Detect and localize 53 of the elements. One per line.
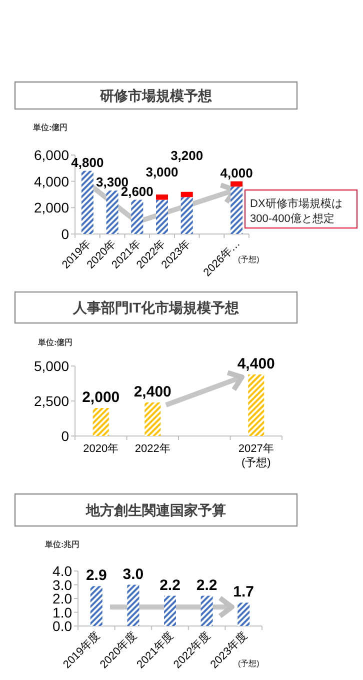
chart-title: 地方創生関連国家予算: [85, 502, 226, 518]
bar: [92, 408, 109, 436]
x-tick-label: 2022年: [134, 443, 170, 455]
y-tick-label: 2.0: [52, 590, 72, 607]
total-label: 3,200: [170, 148, 204, 163]
y-tick-label: 5,000: [34, 358, 70, 374]
bar: [144, 402, 161, 436]
y-tick-label: 0.0: [52, 618, 72, 634]
x-tick-label: 2020年: [83, 443, 119, 455]
text: (予想): [238, 659, 260, 668]
y-tick-label: 1.0: [52, 604, 72, 620]
bar: [230, 181, 243, 187]
total-label: 4,800: [71, 154, 104, 170]
bar: [230, 186, 243, 234]
bar: [200, 596, 213, 626]
y-axis-title: 単位:億円: [37, 338, 73, 347]
data-label: 2.9: [86, 567, 107, 584]
y-tick-label: 2,000: [34, 200, 70, 216]
bar: [248, 374, 264, 436]
bar: [164, 596, 176, 626]
data-label: 1.7: [233, 584, 254, 601]
text: DX研修市場規模は 300-400億と想定: [250, 197, 342, 225]
y-axis-title: 単位:億円: [32, 123, 68, 132]
data-label: 2.2: [160, 576, 180, 594]
data-label: 2,400: [134, 383, 172, 400]
y-axis-title: 単位:兆円: [44, 540, 80, 549]
data-label: 2,000: [82, 389, 120, 406]
chart-title: 研修市場規模予想: [99, 88, 213, 104]
bar: [180, 192, 193, 198]
y-tick-label: 0: [61, 428, 70, 444]
y-tick-label: 4.0: [52, 563, 72, 580]
bar: [127, 584, 140, 626]
bar: [180, 197, 193, 234]
y-tick-label: 0: [61, 226, 70, 242]
y-tick-label: 2,500: [34, 393, 70, 410]
bar: [81, 170, 94, 234]
bar: [131, 200, 144, 234]
bar: [90, 586, 102, 626]
bar: [106, 190, 118, 234]
x-tick-label: 2027年 (予想): [238, 443, 274, 469]
bar: [156, 200, 168, 234]
bar: [156, 194, 168, 200]
y-tick-label: 3.0: [52, 576, 72, 593]
data-label: 2.2: [196, 576, 218, 594]
data-label: 3.0: [122, 566, 144, 583]
y-tick-label: 6,000: [34, 147, 70, 164]
total-label: 4,000: [220, 165, 253, 180]
data-label: 4,400: [237, 355, 275, 372]
chart-title: 人事部門IT化市場規模予想: [72, 300, 240, 316]
bar: [238, 602, 250, 626]
y-tick-label: 4,000: [34, 173, 70, 190]
text: (予想): [238, 255, 260, 264]
total-label: 3,000: [146, 164, 178, 180]
